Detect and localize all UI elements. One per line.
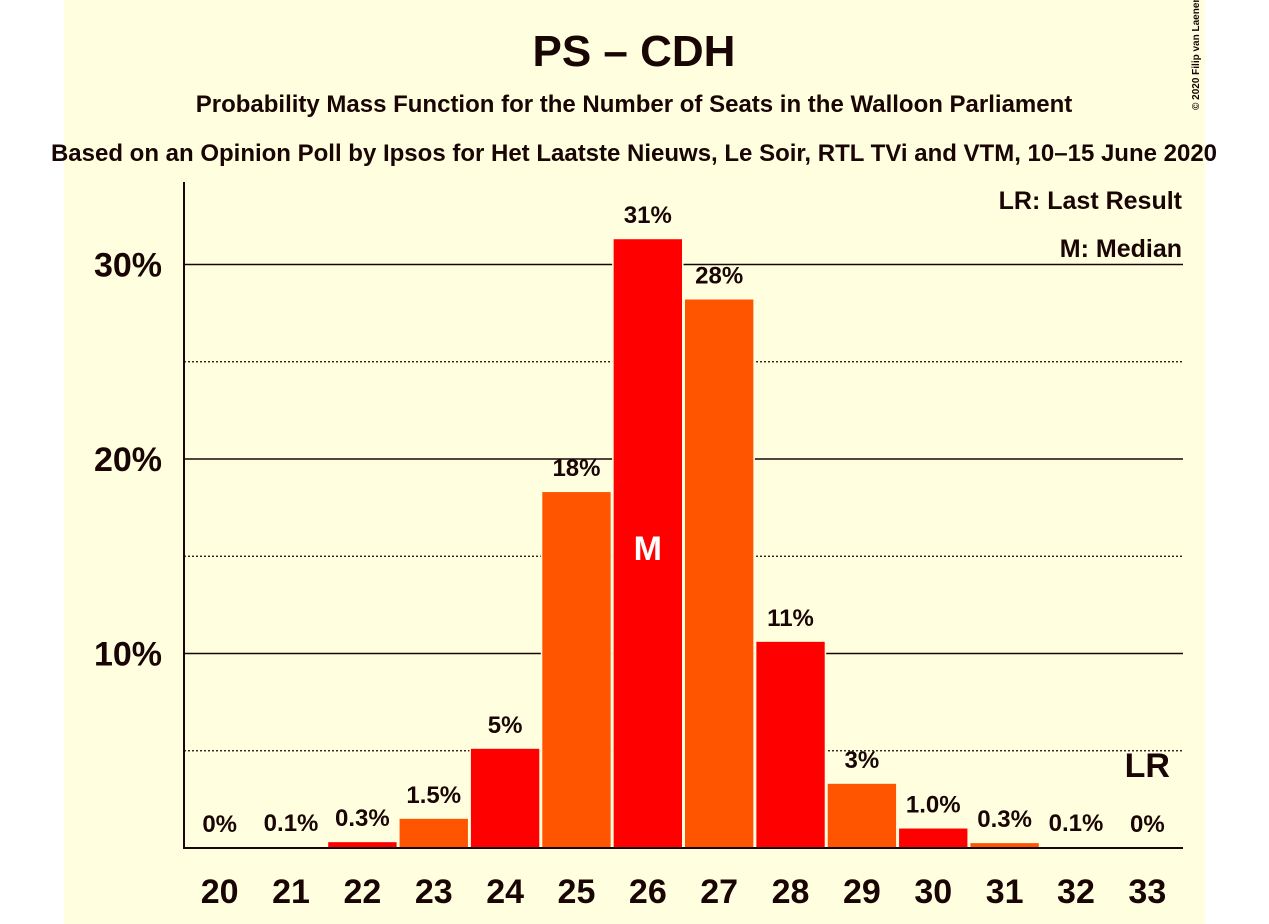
value-label-21: 0.1% (264, 810, 319, 837)
bar-gap (255, 844, 327, 848)
value-label-24: 5% (488, 712, 523, 739)
chart-title: PS – CDH (533, 27, 736, 76)
last-result-marker: LR (1125, 747, 1170, 785)
x-tick-label: 28 (772, 873, 810, 911)
bar-31 (970, 843, 1039, 848)
x-tick-label: 24 (486, 873, 524, 911)
x-tick-label: 26 (629, 873, 667, 911)
x-tick-label: 31 (986, 873, 1024, 911)
value-label-28: 11% (767, 605, 814, 632)
bar-gap (184, 845, 256, 848)
x-tick-label: 30 (914, 873, 952, 911)
value-label-23: 1.5% (406, 782, 461, 809)
bar-23 (399, 818, 468, 848)
x-tick-label: 27 (700, 873, 738, 911)
bar-29 (827, 783, 897, 848)
x-tick-label: 32 (1057, 873, 1095, 911)
median-marker: M (634, 530, 662, 568)
value-label-32: 0.1% (1049, 810, 1104, 837)
bar-gap (1111, 845, 1183, 848)
x-tick-labels: 20 21 22 23 24 25 26 27 28 29 30 31 32 33 (201, 873, 1166, 911)
y-tick-label: 20% (94, 441, 162, 479)
y-tick-label: 30% (94, 247, 162, 285)
value-label-25: 18% (552, 455, 600, 482)
bar-gap (1040, 844, 1112, 848)
bars (184, 236, 1183, 849)
x-tick-label: 21 (272, 873, 310, 911)
legend-last-result: LR: Last Result (999, 187, 1183, 215)
bar-26 (613, 239, 682, 849)
x-tick-label: 29 (843, 873, 881, 911)
bar-24 (470, 748, 540, 848)
x-tick-label: 22 (343, 873, 381, 911)
chart-source: Based on an Opinion Poll by Ipsos for He… (51, 140, 1217, 167)
copyright-note: © 2020 Filip van Laenen (1191, 0, 1202, 110)
value-label-31: 0.3% (977, 806, 1032, 833)
bar-22 (328, 842, 397, 848)
x-tick-label: 33 (1128, 873, 1166, 911)
value-label-27: 28% (695, 263, 743, 290)
value-labels: 0% 0.1% 0.3% 1.5% 5% 18% 31% M 28% 11% 3% 1.0% 0.3% 0… (202, 202, 1170, 838)
value-label-22: 0.3% (335, 805, 390, 832)
y-tick-label: 10% (94, 636, 162, 674)
value-label-29: 3% (845, 747, 880, 774)
bar-25 (542, 492, 611, 848)
bar-28 (756, 641, 825, 848)
x-tick-label: 23 (415, 873, 453, 911)
value-label-30: 1.0% (906, 792, 961, 819)
value-label-26: 31% (624, 202, 672, 229)
y-tick-labels: 10% 20% 30% (94, 247, 162, 674)
value-label-20: 0% (202, 811, 237, 838)
bar-30 (899, 828, 968, 848)
chart-subtitle: Probability Mass Function for the Number… (196, 91, 1073, 118)
x-tick-label: 25 (558, 873, 596, 911)
bar-27 (685, 299, 754, 848)
value-label-33: 0% (1130, 811, 1165, 838)
legend-median: M: Median (1060, 235, 1182, 263)
x-tick-label: 20 (201, 873, 239, 911)
